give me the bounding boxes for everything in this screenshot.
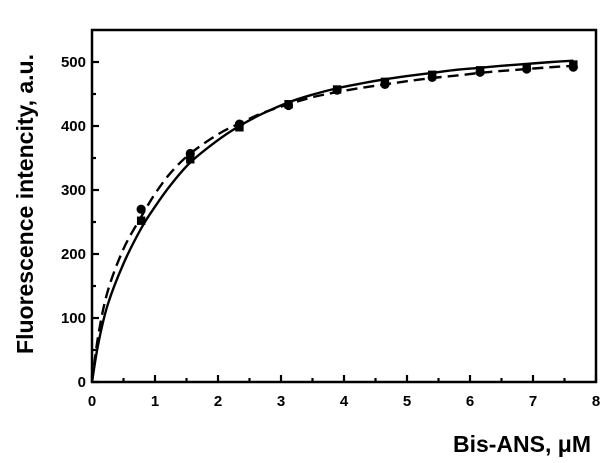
square-data-point	[522, 62, 531, 72]
x-tick-label: 5	[403, 393, 411, 410]
square-data-point	[235, 123, 244, 132]
circle-data-point	[136, 204, 146, 214]
y-tick-label: 400	[61, 118, 86, 135]
x-tick-label: 2	[214, 393, 222, 410]
x-tick-label: 3	[277, 393, 285, 410]
square-data-point	[186, 155, 195, 164]
square-data-point	[569, 60, 578, 69]
y-tick-label: 500	[61, 54, 86, 71]
x-tick-label: 6	[466, 393, 474, 410]
y-tick-label: 300	[61, 182, 86, 199]
dashed-fit-curve	[90, 64, 574, 383]
plot-frame	[90, 28, 598, 384]
square-data-point	[475, 66, 485, 75]
y-tick-label: 100	[61, 310, 86, 327]
square-data-point	[428, 70, 437, 79]
x-tick-label: 8	[592, 393, 600, 410]
x-tick-label: 1	[151, 393, 159, 410]
square-data-point	[136, 216, 146, 225]
x-tick-label: 0	[88, 393, 96, 410]
y-tick-label: 0	[78, 374, 86, 391]
square-data-point	[380, 77, 390, 87]
x-tick-label: 7	[529, 393, 537, 410]
y-tick-label: 200	[61, 246, 86, 263]
square-data-point	[332, 85, 342, 94]
y-axis-label: Fluorescence intencity, a.u.	[12, 54, 38, 354]
square-data-point	[284, 100, 293, 109]
solid-fit-curve	[90, 59, 574, 383]
plot-area: 0 1 2 3 4 5 6 7 8 0 100 200 300 400 500	[61, 28, 600, 410]
x-axis-label: Bis-ANS, μM	[453, 431, 591, 457]
x-tick-label: 4	[340, 393, 349, 410]
